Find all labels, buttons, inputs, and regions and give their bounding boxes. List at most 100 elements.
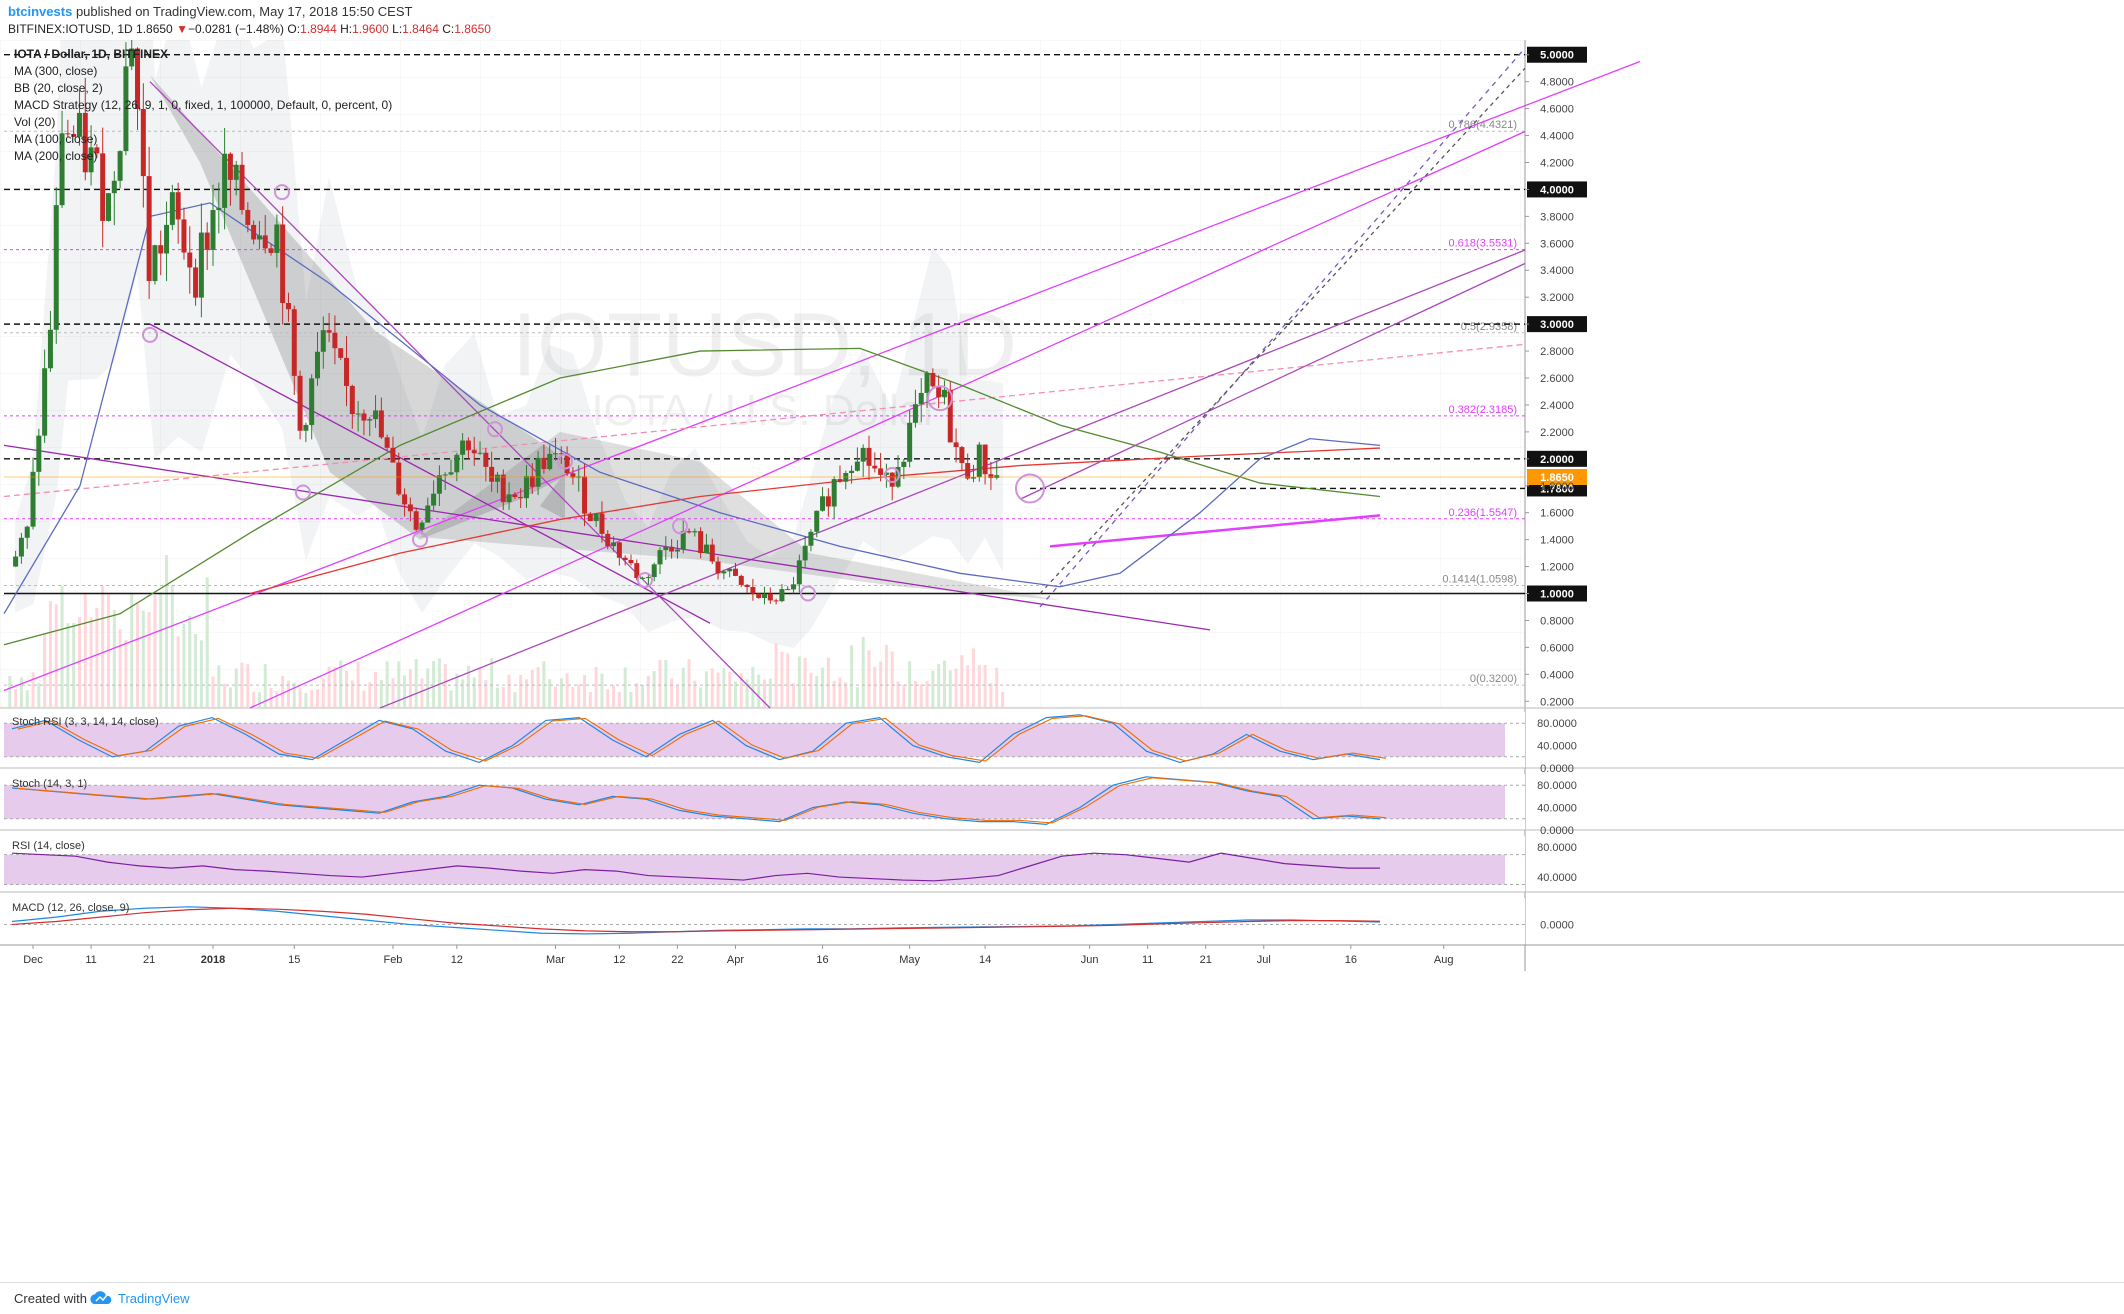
stoch-signal-line bbox=[17, 777, 1387, 824]
time-tick-label: 22 bbox=[671, 954, 683, 966]
stoch-rsi-signal-line bbox=[17, 715, 1387, 762]
legend-item: MA (300, close) bbox=[14, 64, 97, 78]
publish-line: btcinvests published on TradingView.com,… bbox=[8, 4, 412, 19]
stoch-tick-label: 0.0000 bbox=[1540, 825, 1574, 837]
price-tick-label: 4.6000 bbox=[1540, 104, 1574, 116]
fib-level-label: 0(0.3200) bbox=[1470, 673, 1517, 685]
price-badge-label: 5.0000 bbox=[1540, 50, 1574, 62]
price-tick-label: 1.6000 bbox=[1540, 508, 1574, 520]
price-tick-label: 3.6000 bbox=[1540, 238, 1574, 250]
price-tick-label: 0.6000 bbox=[1540, 642, 1574, 654]
marker-circle bbox=[487, 421, 503, 438]
trendline bbox=[1019, 262, 1526, 500]
trendline bbox=[379, 249, 1526, 709]
ma-200-line bbox=[249, 447, 1381, 595]
marker-circle bbox=[1015, 473, 1045, 504]
time-axis[interactable]: Dec 11 21 2018 15 Feb 12 Mar 12 22 Apr 16 May 14 Jun 11… bbox=[0, 944, 2124, 966]
marker-circle bbox=[884, 466, 900, 483]
trendline bbox=[149, 323, 711, 624]
price-tick-label: 2.8000 bbox=[1540, 346, 1574, 358]
price-tick-label: 0.2000 bbox=[1540, 696, 1574, 708]
open-label: O: bbox=[287, 22, 301, 36]
legend-item: Vol (20) bbox=[14, 115, 55, 129]
price-change: −0.0281 (−1.48%) bbox=[187, 22, 285, 36]
trendline bbox=[1039, 67, 1526, 594]
price-tick-label: 3.8000 bbox=[1540, 211, 1574, 223]
price-badge-label: 2.0000 bbox=[1540, 454, 1574, 466]
trendline bbox=[1039, 47, 1526, 608]
macd-background bbox=[0, 898, 1525, 945]
rsi-title: RSI (14, close) bbox=[12, 840, 85, 852]
price-tick-label: 1.2000 bbox=[1540, 562, 1574, 574]
current-price-badge bbox=[1527, 469, 1587, 485]
stoch-rsi-tick-label: 0.0000 bbox=[1540, 763, 1574, 775]
fib-level-label: 0.618(3.5531) bbox=[1449, 238, 1518, 250]
time-tick-label: 11 bbox=[1142, 954, 1153, 966]
macd-tick-label: 0.0000 bbox=[1540, 919, 1574, 931]
time-tick-label: 16 bbox=[1345, 954, 1357, 966]
marker-circle bbox=[672, 518, 688, 535]
fib-level-label: 0.1414(1.0598) bbox=[1442, 573, 1517, 585]
marker-circle bbox=[274, 184, 290, 201]
fib-level-label: 0.236(1.5547) bbox=[1449, 507, 1518, 519]
rsi-band bbox=[4, 854, 1505, 885]
price-badge-label: 3.0000 bbox=[1540, 319, 1574, 331]
price-badge bbox=[1527, 450, 1587, 467]
price-tick-label: 4.2000 bbox=[1540, 157, 1574, 169]
legend-item: MA (100, close) bbox=[14, 132, 97, 146]
time-tick-label: 14 bbox=[979, 954, 991, 966]
indicator-legend: IOTA / Dollar, 1D, BITFINEX MA (300, clos… bbox=[14, 47, 392, 163]
author-name[interactable]: btcinvests bbox=[8, 4, 73, 19]
stoch-rsi-tick-label: 40.0000 bbox=[1537, 741, 1577, 753]
time-tick-label: Dec bbox=[23, 954, 43, 966]
price-badge-label: 1.0000 bbox=[1540, 589, 1574, 601]
open-value: 1.8944 bbox=[300, 22, 337, 36]
watermark-name: IOTA / U.S. Dollar bbox=[591, 386, 937, 435]
legend-item: BB (20, close, 2) bbox=[14, 81, 103, 95]
stoch-rsi-tick-label: 80.0000 bbox=[1537, 718, 1577, 730]
macd-pane[interactable]: 0.0000 MACD (12, 26, close, 9) bbox=[0, 898, 2124, 946]
candles bbox=[13, 40, 1000, 605]
close-value: 1.8650 bbox=[454, 22, 491, 36]
bollinger-band bbox=[15, 40, 1003, 649]
stoch-pane[interactable]: 0.0000 40.0000 80.0000 Stoch (14, 3, 1) bbox=[0, 774, 2124, 837]
ohlc-line: BITFINEX:IOTUSD, 1D 1.8650 ▼−0.0281 (−1.… bbox=[8, 22, 491, 36]
change-down-icon: ▼ bbox=[176, 22, 188, 36]
time-tick-label: 12 bbox=[451, 954, 463, 966]
price-tick-label: 0.4000 bbox=[1540, 669, 1574, 681]
low-label: L: bbox=[392, 22, 403, 36]
footer: Created with TradingView bbox=[0, 1282, 2124, 1314]
fib-level-label: 0.5(2.9358) bbox=[1461, 321, 1517, 333]
high-value: 1.9600 bbox=[352, 22, 389, 36]
symbol-label: BITFINEX:IOTUSD, 1D bbox=[8, 22, 133, 36]
low-value: 1.8464 bbox=[402, 22, 439, 36]
price-badge bbox=[1527, 585, 1587, 602]
stoch-rsi-pane[interactable]: 0.0000 40.0000 80.0000 Stoch RSI (3, 3, 14,… bbox=[0, 712, 2124, 775]
stoch-rsi-title: Stoch RSI (3, 3, 14, 14, close) bbox=[12, 716, 159, 728]
created-with-label: Created with bbox=[14, 1291, 87, 1306]
tradingview-brand[interactable]: TradingView bbox=[118, 1291, 190, 1306]
price-badge-label: 1.7800 bbox=[1540, 483, 1574, 495]
price-tick-label: 3.2000 bbox=[1540, 292, 1574, 304]
stoch-tick-label: 80.0000 bbox=[1537, 780, 1577, 792]
rsi-pane[interactable]: 40.0000 80.0000 RSI (14, close) bbox=[0, 836, 2124, 893]
stoch-tick-label: 40.0000 bbox=[1537, 803, 1577, 815]
high-label: H: bbox=[340, 22, 353, 36]
marker-circle bbox=[412, 531, 428, 548]
price-tick-label: 0.8000 bbox=[1540, 615, 1574, 627]
macd-series-line bbox=[11, 907, 1381, 933]
rsi-tick-label: 80.0000 bbox=[1537, 842, 1577, 854]
publish-info: published on TradingView.com, May 17, 20… bbox=[75, 4, 413, 19]
stoch-band bbox=[4, 785, 1505, 819]
time-tick-label: Mar bbox=[546, 954, 565, 966]
time-tick-label: 21 bbox=[1200, 954, 1212, 966]
rsi-tick-label: 40.0000 bbox=[1537, 872, 1577, 884]
price-tick-label: 2.4000 bbox=[1540, 400, 1574, 412]
macd-title: MACD (12, 26, close, 9) bbox=[12, 902, 129, 914]
time-tick-label: 11 bbox=[85, 954, 96, 966]
time-tick-label: 15 bbox=[288, 954, 300, 966]
trendline bbox=[3, 343, 1526, 498]
price-badge bbox=[1527, 181, 1587, 198]
